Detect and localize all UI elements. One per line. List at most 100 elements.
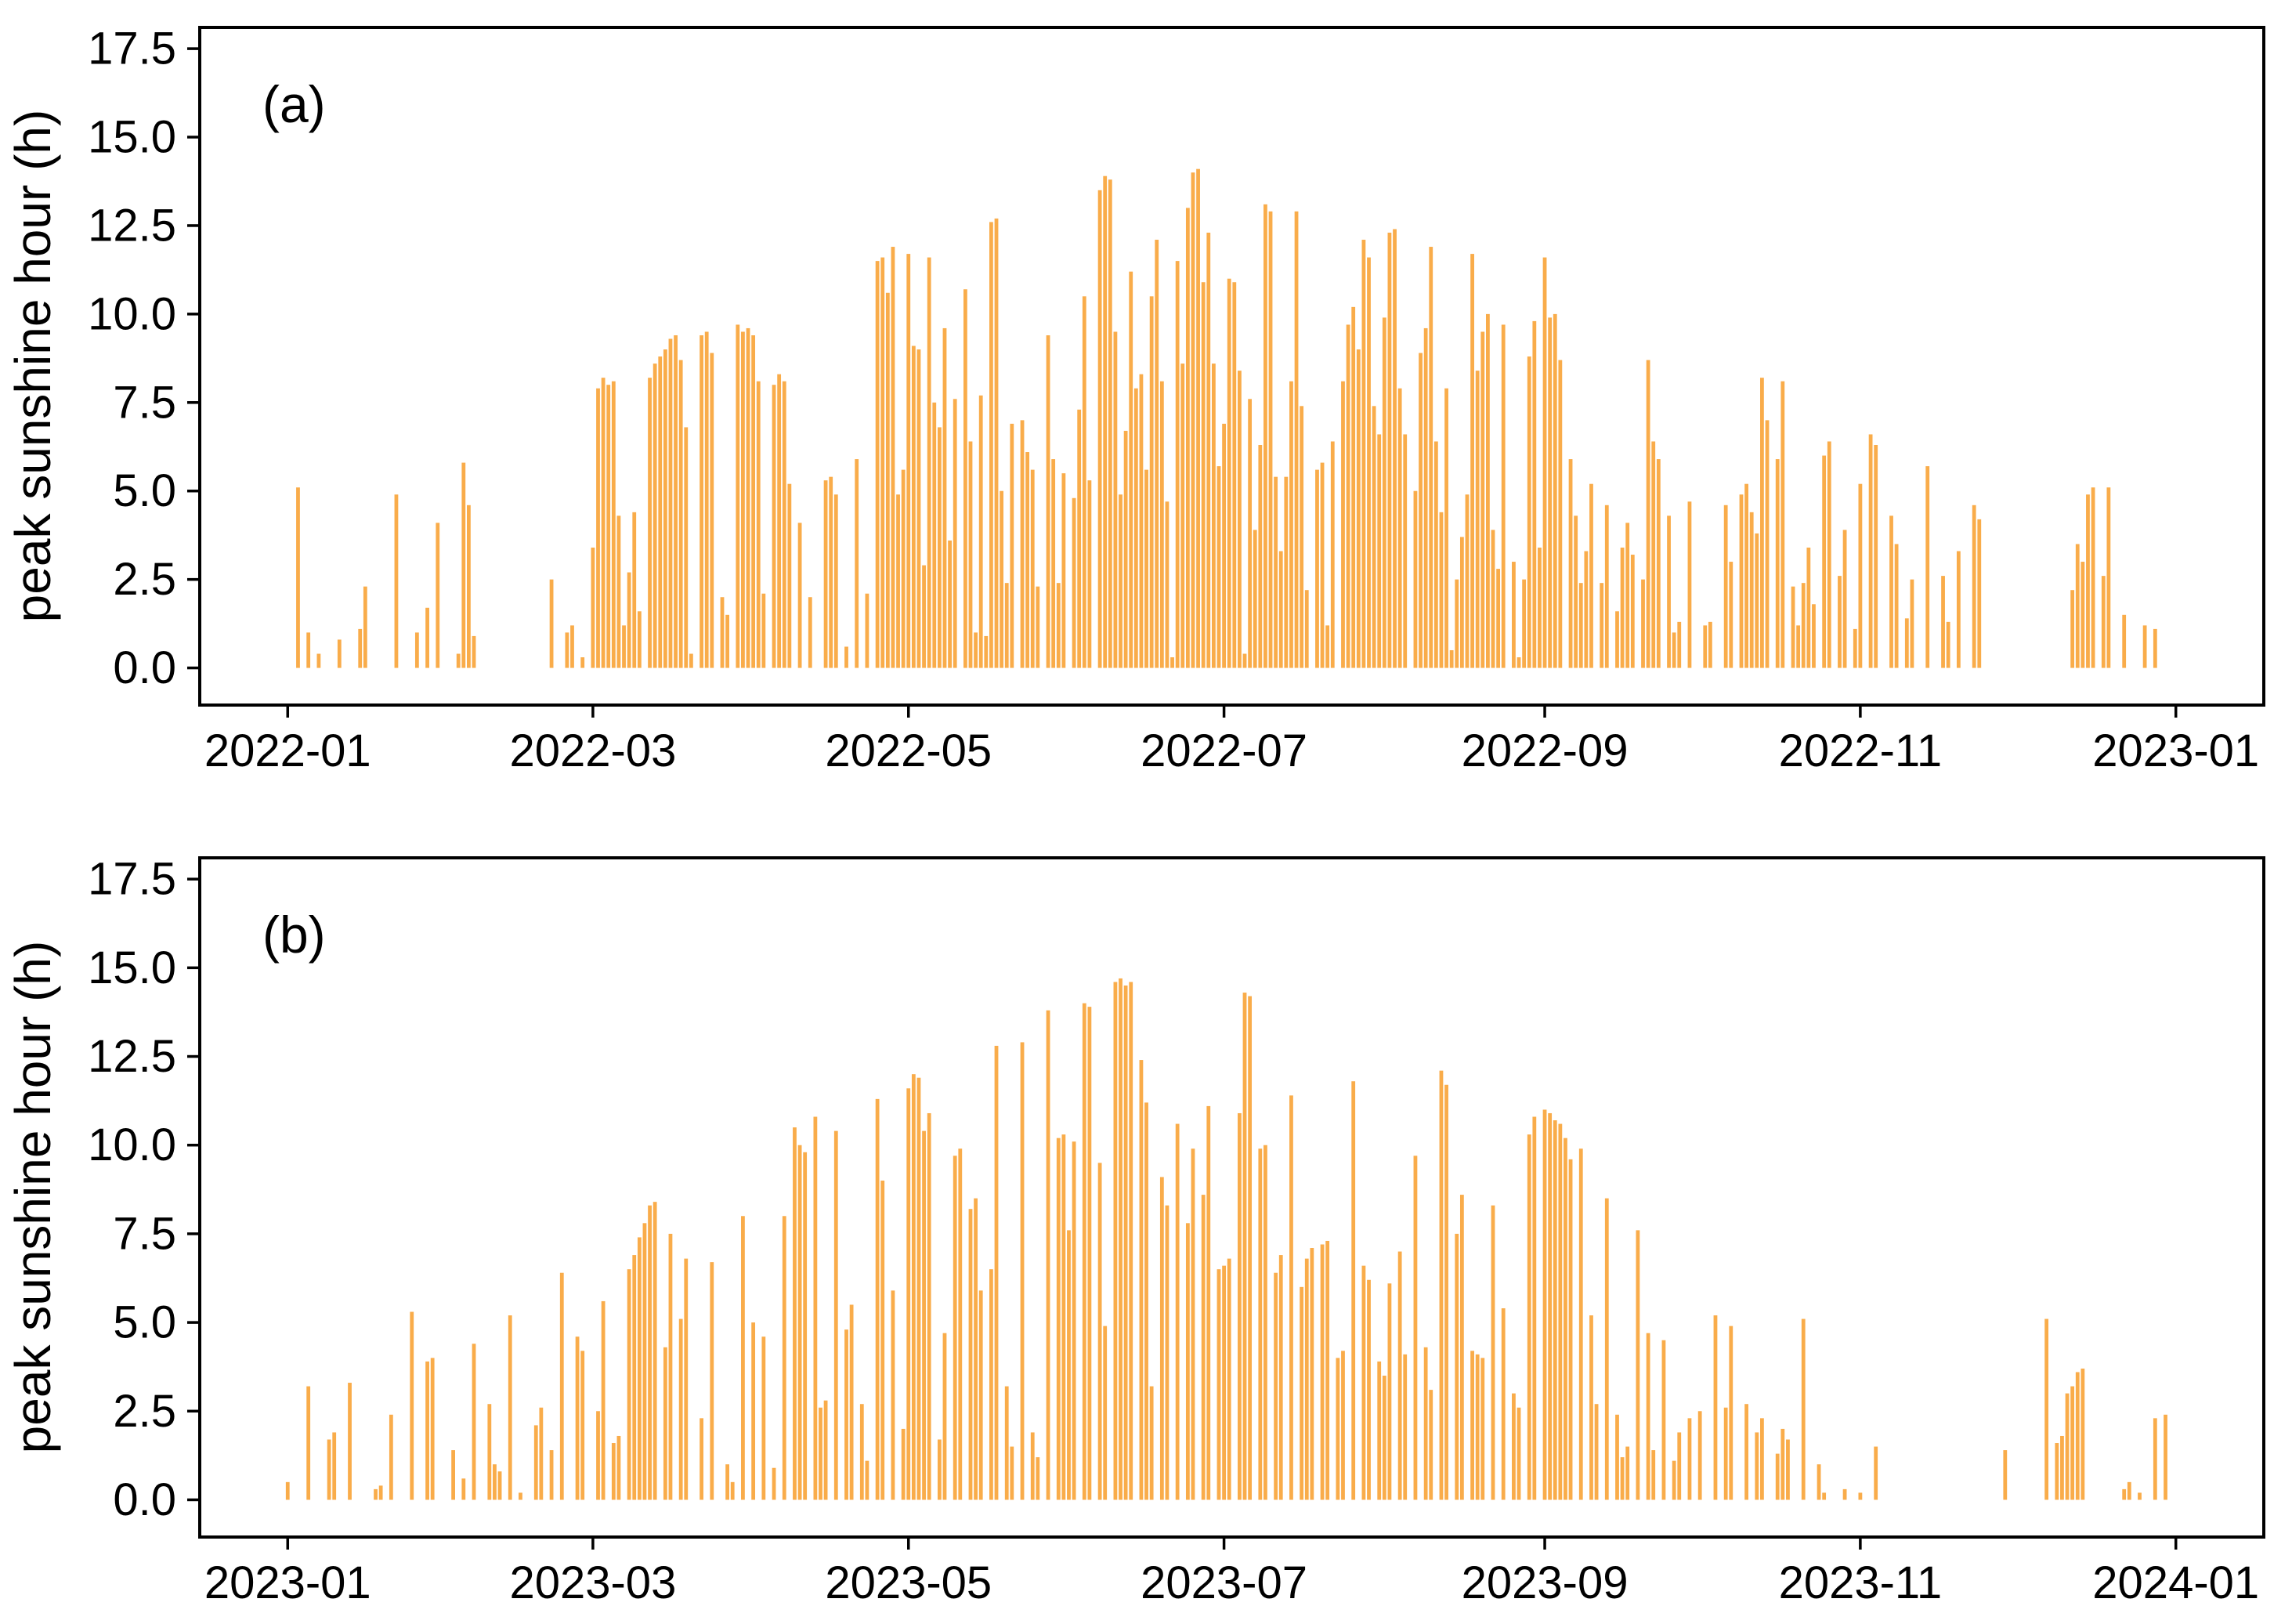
bar <box>497 1471 502 1500</box>
bar <box>2127 1481 2131 1500</box>
x-tick-label: 2022-11 <box>1779 725 1943 776</box>
bar <box>1263 204 1267 668</box>
bar <box>1765 420 1770 668</box>
bar <box>1532 320 1537 668</box>
bar <box>580 1351 585 1500</box>
bar <box>1646 360 1650 668</box>
bar <box>668 1233 673 1500</box>
bar <box>797 523 802 668</box>
bar <box>989 222 993 668</box>
bar <box>901 469 906 668</box>
bar <box>616 1435 621 1500</box>
bar <box>1346 324 1350 668</box>
bar <box>875 261 880 668</box>
bar <box>1755 1432 1759 1500</box>
bar <box>891 1290 895 1500</box>
bar <box>1263 1145 1267 1500</box>
bar <box>1491 530 1495 668</box>
bar <box>844 1329 848 1500</box>
bar <box>1538 547 1542 668</box>
bar <box>1723 505 1728 668</box>
bar <box>1185 208 1190 668</box>
bar <box>937 427 942 668</box>
bar <box>1185 1223 1190 1500</box>
bar <box>730 1481 735 1500</box>
bar <box>1144 469 1148 668</box>
bar <box>1336 1358 1340 1500</box>
bar <box>648 378 652 668</box>
bar <box>829 476 833 668</box>
bar <box>1025 452 1030 668</box>
bar <box>1144 1102 1148 1500</box>
bar <box>1894 544 1899 668</box>
bar <box>306 1386 311 1500</box>
bar <box>896 494 900 668</box>
bar <box>2138 1492 2142 1500</box>
bar <box>1206 1105 1211 1500</box>
bar <box>1061 473 1066 668</box>
bar <box>1382 1376 1386 1500</box>
x-tick-label: 2022-05 <box>825 725 992 776</box>
bar <box>663 349 667 668</box>
bar <box>1165 1205 1169 1500</box>
bar <box>1036 586 1040 668</box>
bar <box>1238 371 1242 668</box>
bar <box>741 1216 745 1500</box>
bar <box>1512 1393 1516 1500</box>
bar <box>1082 296 1086 668</box>
bar <box>2070 590 2075 668</box>
bar <box>1760 378 1764 668</box>
bar <box>901 1428 906 1500</box>
bar <box>1703 625 1708 668</box>
bar <box>591 547 595 668</box>
bar <box>668 338 673 668</box>
bar <box>1341 381 1345 668</box>
bar <box>700 1418 703 1500</box>
bar <box>704 331 709 668</box>
bar <box>1641 579 1645 668</box>
bar <box>1113 982 1118 1500</box>
bar <box>1620 1457 1625 1500</box>
bar <box>1517 1407 1521 1500</box>
bar <box>689 653 693 668</box>
bar <box>819 1407 822 1500</box>
bar <box>1786 1439 1790 1500</box>
bar <box>1475 371 1480 668</box>
bar <box>1423 1347 1428 1500</box>
bar <box>911 345 916 668</box>
bar <box>942 327 947 668</box>
bar <box>1278 1255 1283 1500</box>
bar <box>1749 512 1754 668</box>
bar <box>1925 466 1930 668</box>
bar <box>1874 445 1878 668</box>
y-tick-label: 2.5 <box>113 1386 176 1437</box>
bar <box>710 353 714 668</box>
bar <box>467 505 471 668</box>
bar <box>859 1404 864 1500</box>
bar <box>1439 512 1444 668</box>
bar <box>1165 501 1169 668</box>
bar <box>948 540 952 668</box>
bar <box>1232 282 1237 668</box>
bar <box>1661 1340 1666 1500</box>
bar <box>803 1152 808 1500</box>
bar <box>1320 1244 1325 1500</box>
bar <box>1278 551 1283 668</box>
bar <box>2070 1386 2075 1500</box>
bar <box>1972 505 1976 668</box>
bar <box>1108 179 1112 668</box>
bar <box>2075 544 2080 668</box>
bar <box>1206 232 1211 668</box>
bar <box>1072 1141 1076 1500</box>
bar <box>823 1400 828 1500</box>
bar <box>2122 614 2127 668</box>
bar <box>1564 1138 1567 1500</box>
bar <box>1387 232 1392 668</box>
y-tick-label: 7.5 <box>113 377 176 428</box>
bar <box>978 1290 983 1500</box>
bar <box>1444 1084 1448 1500</box>
bar <box>1175 261 1180 668</box>
bar <box>1413 1156 1418 1500</box>
x-tick-label: 2023-03 <box>509 1557 676 1608</box>
bar <box>1817 1464 1821 1500</box>
